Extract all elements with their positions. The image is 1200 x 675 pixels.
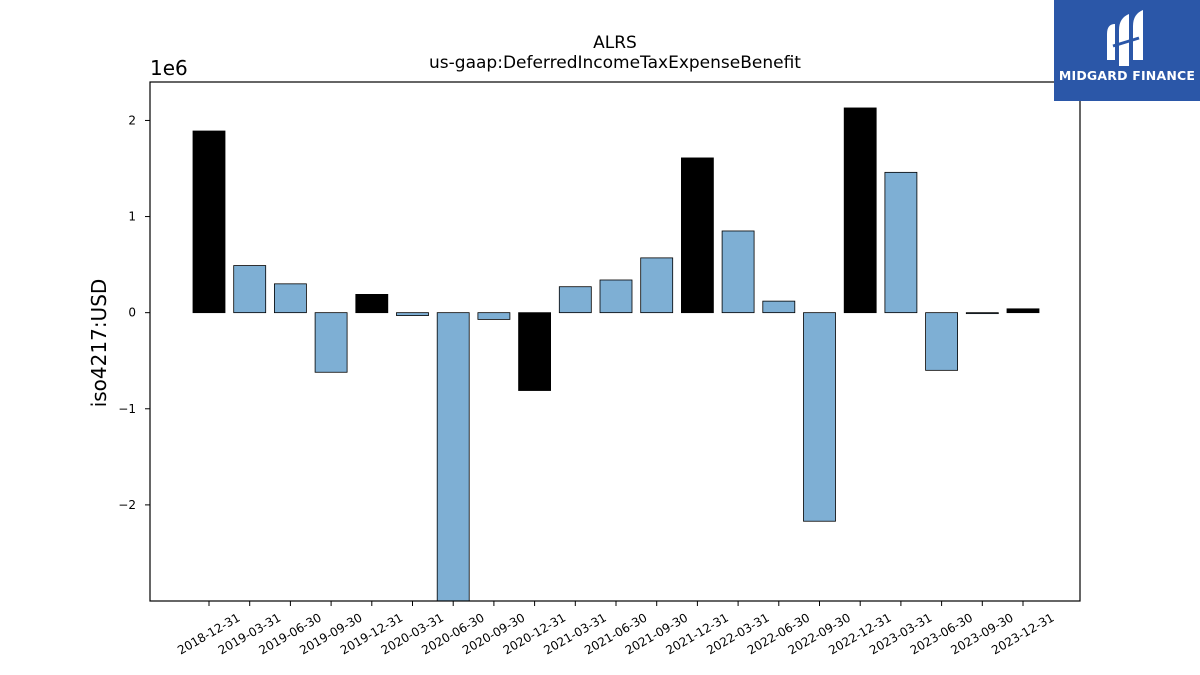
bar-2020-09-30 (477, 312, 511, 320)
bar-2018-12-31 (192, 130, 226, 314)
bar-2020-03-31 (396, 312, 429, 316)
y-tick-label: 2 (128, 113, 136, 127)
bar-2022-12-31 (843, 107, 877, 314)
bar-2023-03-31 (884, 171, 918, 314)
bar-2021-12-31 (681, 157, 714, 314)
y-ticks-group: 2 1 0 −1 −2 (118, 113, 150, 512)
x-ticks-group: 2018-12-312019-03-312019-06-302019-09-30… (175, 601, 1057, 657)
chart-subtitle: us-gaap:DeferredIncomeTaxExpenseBenefit (429, 53, 801, 73)
bar-2023-12-31 (1006, 308, 1040, 314)
midgard-finance-logo: MIDGARD FINANCE (1054, 0, 1200, 101)
y-tick-label: 0 (128, 306, 136, 320)
bar-2021-06-30 (599, 279, 633, 314)
plot-frame (149, 81, 1081, 602)
bar-2021-09-30 (640, 257, 674, 314)
y-tick-label: −2 (118, 498, 136, 512)
y-offset-text: 1e6 (150, 56, 188, 80)
chart-title: ALRS (593, 33, 637, 53)
logo-text: MIDGARD FINANCE (1058, 68, 1196, 83)
y-tick-label: −1 (118, 402, 136, 416)
bar-2023-06-30 (925, 312, 958, 371)
bar-2020-12-31 (518, 312, 551, 391)
y-tick-label: 1 (128, 210, 136, 224)
bar-2019-03-31 (233, 265, 267, 314)
bar-2019-06-30 (273, 283, 307, 314)
bar-2020-06-30 (436, 312, 470, 602)
midgard-logo-icon (1107, 10, 1143, 66)
bar-2022-06-30 (762, 300, 796, 314)
bar-2022-09-30 (803, 312, 836, 522)
bar-2023-09-30 (965, 312, 999, 315)
bar-2019-12-31 (355, 294, 389, 314)
bar-2021-03-31 (558, 286, 592, 314)
y-axis-label: iso4217:USD (87, 279, 111, 408)
bars-group (192, 107, 1040, 602)
bar-2022-03-31 (721, 230, 755, 314)
bar-2019-09-30 (314, 312, 348, 373)
